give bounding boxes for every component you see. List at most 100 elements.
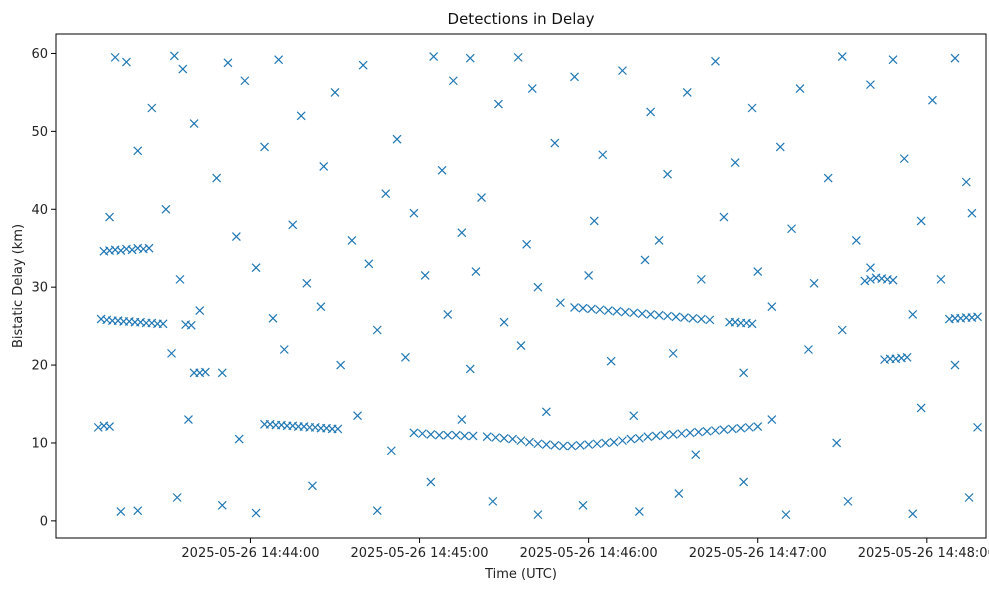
data-point-marker <box>654 310 664 320</box>
data-point-marker <box>386 446 396 456</box>
data-point-marker <box>231 232 241 241</box>
data-point-marker <box>296 111 306 121</box>
data-point-marker <box>696 274 706 284</box>
data-point-marker <box>556 298 565 308</box>
data-point-marker <box>302 278 312 288</box>
data-point-marker <box>279 345 289 354</box>
data-point-marker <box>598 150 608 160</box>
data-point-marker <box>908 310 918 319</box>
data-point-marker <box>677 429 687 439</box>
data-point-marker <box>147 103 157 113</box>
data-point-marker <box>606 356 616 366</box>
data-point-marker <box>274 55 284 65</box>
data-point-marker <box>578 303 588 313</box>
chart-title: Detections in Delay <box>448 10 595 28</box>
x-tick-label: 2025-05-26 14:44:00 <box>181 546 319 561</box>
data-point-marker <box>866 263 875 273</box>
data-point-marker <box>967 208 977 218</box>
data-point-marker <box>336 360 346 370</box>
data-point-marker <box>660 430 670 440</box>
data-point-marker <box>133 506 143 516</box>
data-point-marker <box>902 352 912 362</box>
data-point-marker <box>637 309 647 319</box>
data-point-marker <box>127 245 137 255</box>
data-point-marker <box>443 430 453 440</box>
data-point-marker <box>116 507 126 516</box>
data-point-marker <box>767 415 777 425</box>
data-point-marker <box>570 302 579 312</box>
data-point-marker <box>189 119 199 129</box>
data-point-marker <box>711 56 720 66</box>
data-point-marker <box>787 224 796 234</box>
data-point-marker <box>823 173 833 183</box>
data-point-marker <box>158 319 168 329</box>
data-point-marker <box>260 142 269 152</box>
data-point-marker <box>620 307 630 317</box>
data-point-marker <box>550 440 560 450</box>
data-point-marker <box>525 437 534 447</box>
data-point-marker <box>837 52 847 62</box>
data-point-marker <box>465 364 475 374</box>
data-point-marker <box>93 422 103 432</box>
y-axis-title: Bistatic Delay (km) <box>11 224 26 348</box>
data-point-marker <box>268 313 278 323</box>
data-point-marker <box>392 134 402 144</box>
data-point-marker <box>908 509 918 519</box>
data-point-marker <box>950 360 960 370</box>
data-point-marker <box>482 432 492 442</box>
data-point-marker <box>161 204 171 214</box>
data-point-marker <box>936 274 946 284</box>
data-point-marker <box>494 99 503 109</box>
data-point-marker <box>364 259 374 269</box>
data-point-marker <box>223 58 233 68</box>
data-point-marker <box>316 302 326 312</box>
data-point-marker <box>691 450 701 460</box>
data-point-marker <box>234 434 244 444</box>
data-point-marker <box>640 255 650 265</box>
data-point-marker <box>460 431 470 441</box>
data-point-marker <box>727 424 737 434</box>
x-axis-title: Time (UTC) <box>484 567 557 582</box>
data-point-marker <box>212 173 222 183</box>
data-point-marker <box>964 493 974 502</box>
data-point-marker <box>668 429 678 439</box>
data-point-marker <box>651 431 661 441</box>
data-point-marker <box>747 319 757 329</box>
data-point-marker <box>603 306 613 315</box>
data-point-marker <box>195 306 205 315</box>
data-point-marker <box>832 438 842 448</box>
data-point-marker <box>426 477 436 487</box>
data-point-marker <box>516 436 526 446</box>
data-point-marker <box>626 434 636 444</box>
data-point-marker <box>753 267 763 277</box>
y-tick-label: 50 <box>31 125 48 140</box>
data-point-marker <box>381 189 391 199</box>
data-point-marker <box>434 430 444 440</box>
data-point-marker <box>288 220 298 230</box>
data-point-marker <box>736 423 746 433</box>
data-point-marker <box>595 305 605 315</box>
data-point-marker <box>804 345 813 354</box>
data-point-marker <box>217 500 227 510</box>
data-point-marker <box>144 243 154 253</box>
x-axis: 2025-05-26 14:44:00 2025-05-26 14:45:00 20… <box>181 538 989 561</box>
data-point-marker <box>417 429 427 439</box>
data-point-marker <box>420 271 430 280</box>
data-point-marker <box>522 239 532 249</box>
data-point-marker <box>629 308 639 318</box>
data-point-marker <box>575 440 585 450</box>
data-point-marker <box>668 348 678 358</box>
data-point-marker <box>251 263 261 273</box>
data-point-marker <box>533 510 543 520</box>
y-axis: 0 10 20 30 40 50 60 <box>31 47 56 529</box>
data-point-marker <box>860 276 870 286</box>
data-point-marker <box>753 422 763 432</box>
data-point-marker <box>550 138 560 148</box>
data-point-marker <box>663 311 672 321</box>
data-point-marker <box>172 493 182 502</box>
data-point-marker <box>184 415 193 425</box>
data-point-marker <box>372 506 382 516</box>
data-point-marker <box>584 271 594 280</box>
data-point-marker <box>429 52 439 62</box>
data-point-marker <box>513 52 523 62</box>
